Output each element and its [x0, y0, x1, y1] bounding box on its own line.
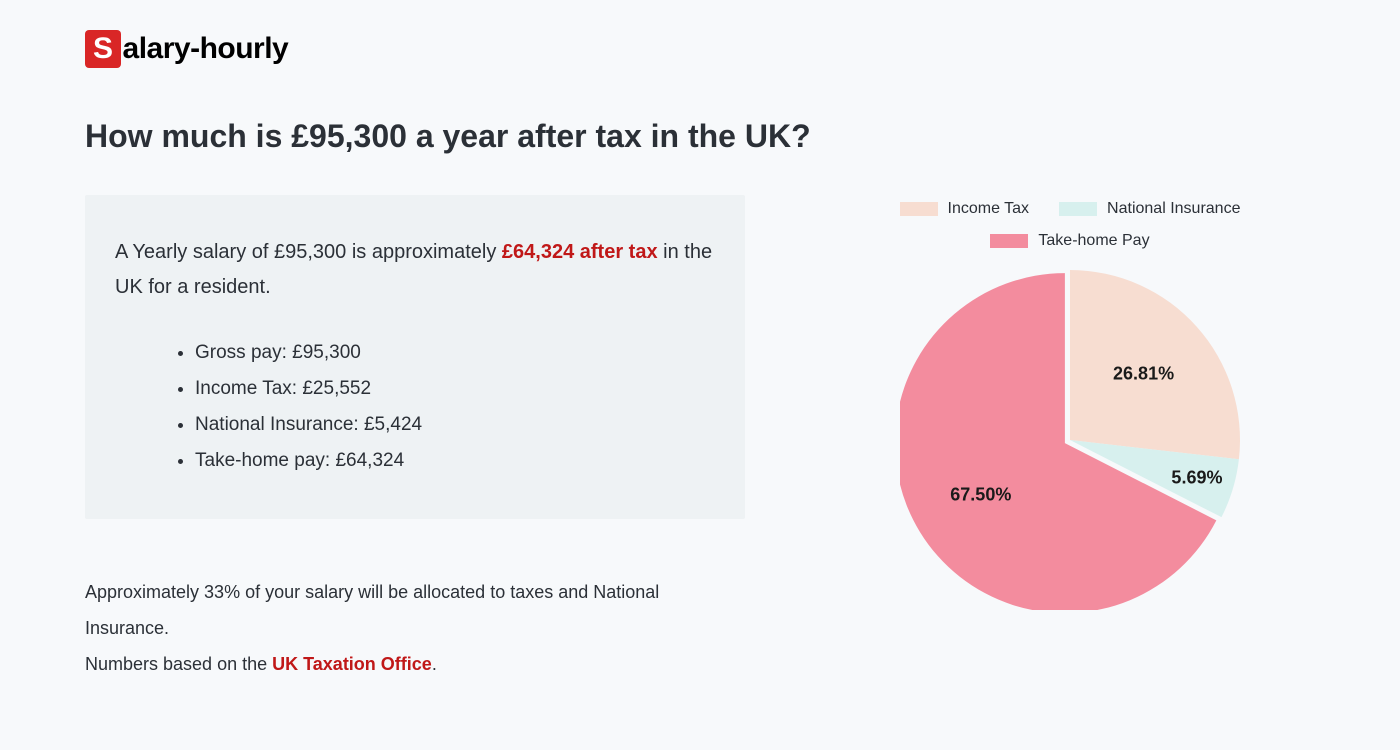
list-item: Income Tax: £25,552 [195, 371, 715, 407]
footnote-link[interactable]: UK Taxation Office [272, 654, 432, 674]
legend-swatch-take-home [990, 234, 1028, 248]
page-title: How much is £95,300 a year after tax in … [85, 118, 1315, 155]
logo-text: alary-hourly [123, 32, 289, 66]
summary-list: Gross pay: £95,300 Income Tax: £25,552 N… [115, 335, 715, 479]
pie-chart: 26.81% 5.69% 67.50% [900, 270, 1240, 610]
summary-sentence: A Yearly salary of £95,300 is approximat… [115, 235, 715, 305]
summary-highlight: £64,324 after tax [502, 241, 658, 263]
summary-text-before: A Yearly salary of £95,300 is approximat… [115, 241, 502, 263]
chart-legend: Income Tax National Insurance Take-home … [880, 200, 1260, 250]
pie-svg [900, 270, 1240, 610]
footnote-line2-before: Numbers based on the [85, 654, 272, 674]
footnote: Approximately 33% of your salary will be… [85, 574, 745, 682]
list-item: Take-home pay: £64,324 [195, 443, 715, 479]
logo-prefix-badge: S [85, 30, 121, 68]
legend-swatch-income-tax [900, 202, 938, 216]
list-item: National Insurance: £5,424 [195, 407, 715, 443]
list-item: Gross pay: £95,300 [195, 335, 715, 371]
pie-slice-label: 26.81% [1113, 364, 1174, 385]
footnote-line2-after: . [432, 654, 437, 674]
legend-label: Income Tax [948, 200, 1030, 218]
legend-item: Take-home Pay [990, 232, 1149, 250]
legend-label: Take-home Pay [1038, 232, 1149, 250]
pie-slice-label: 5.69% [1171, 468, 1222, 489]
content-row: A Yearly salary of £95,300 is approximat… [85, 195, 1315, 682]
right-column: Income Tax National Insurance Take-home … [825, 195, 1315, 682]
legend-item: National Insurance [1059, 200, 1240, 218]
logo: Salary-hourly [85, 30, 1315, 68]
legend-swatch-national-insurance [1059, 202, 1097, 216]
legend-label: National Insurance [1107, 200, 1240, 218]
left-column: A Yearly salary of £95,300 is approximat… [85, 195, 745, 682]
legend-item: Income Tax [900, 200, 1030, 218]
pie-slice-label: 67.50% [950, 484, 1011, 505]
summary-box: A Yearly salary of £95,300 is approximat… [85, 195, 745, 519]
footnote-line1: Approximately 33% of your salary will be… [85, 582, 659, 638]
